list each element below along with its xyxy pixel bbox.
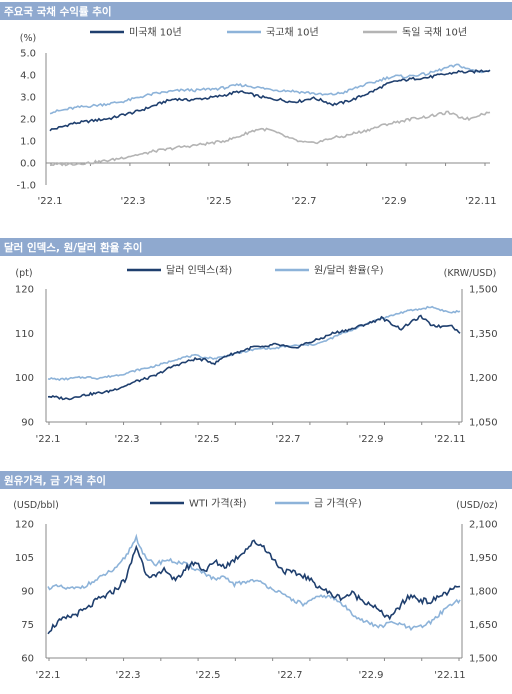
chart3-xtick: '22.3: [115, 670, 140, 681]
chart3-ytick-right: 2,100: [469, 520, 498, 531]
chart2-legend-0-label: 달러 인덱스(좌): [166, 265, 232, 277]
chart3-unit-left: (USD/bbl): [13, 500, 59, 511]
chart2-ytick-left: 120: [15, 285, 34, 296]
chart1-legend-1-label: 국고채 10년: [266, 27, 319, 39]
chart2-ytick-right: 1,050: [469, 418, 498, 429]
chart3-xtick: '22.1: [35, 670, 60, 681]
chart2-series-krw: [47, 305, 461, 382]
chart1-series-line: [49, 69, 491, 132]
chart1-xtick: '22.11: [465, 196, 496, 207]
chart3-legend-0-label: WTI 가격(좌): [189, 497, 247, 510]
chart1-ytick: 2.0: [20, 115, 36, 126]
chart3-series-gold: [47, 533, 461, 632]
chart3-series-wti: [47, 539, 461, 635]
chart1-unit: (%): [20, 33, 36, 44]
panel-header-commodities: 원유가격, 금 가격 추이: [0, 471, 512, 489]
chart2-title: 달러 인덱스, 원/달러 환율 추이: [4, 242, 143, 254]
chart2-ytick-right: 1,200: [469, 373, 498, 384]
chart1-xtick: '22.5: [206, 196, 231, 207]
chart3-title: 원유가격, 금 가격 추이: [4, 475, 106, 487]
chart3-ytick-left: 105: [15, 553, 34, 564]
chart2-xtick: '22.9: [358, 434, 383, 445]
chart1-legend-2-label: 독일 국채 10년: [402, 27, 467, 39]
chart1-xtick: '22.3: [120, 196, 145, 207]
chart3-ytick-right: 1,650: [469, 620, 498, 631]
chart2-xtick: '22.7: [275, 434, 300, 445]
chart2-xtick: '22.1: [35, 434, 60, 445]
chart3-ytick-right: 1,800: [469, 587, 498, 598]
chart2-ytick-left: 110: [15, 329, 34, 340]
panel-header-yields: 주요국 국채 수익률 추이: [0, 2, 512, 20]
chart1-ytick: 1.0: [20, 137, 36, 148]
chart2-ytick-left: 90: [21, 418, 34, 429]
chart1-xtick: '22.9: [381, 196, 406, 207]
chart2-xtick: '22.3: [114, 434, 139, 445]
chart3-xtick: '22.9: [358, 670, 383, 681]
chart2-ytick-right: 1,500: [469, 285, 498, 296]
chart1-ytick: 4.0: [20, 71, 36, 82]
chart2-legend-1-label: 원/달러 환율(우): [314, 265, 384, 277]
chart2-xtick: '22.5: [194, 434, 219, 445]
chart2-unit-left: (pt): [15, 268, 32, 279]
chart1-title: 주요국 국채 수익률 추이: [4, 6, 112, 18]
chart3-ytick-right: 1,950: [469, 553, 498, 564]
chart3-ytick-left: 75: [21, 620, 34, 631]
chart1-series-line: [49, 110, 491, 167]
chart1-xtick: '22.7: [291, 196, 316, 207]
chart3-ytick-left: 60: [21, 654, 34, 665]
chart3-unit-right: (USD/oz): [456, 500, 498, 511]
chart1-legend-0-label: 미국채 10년: [129, 27, 182, 39]
chart1-series-line: [49, 63, 491, 115]
chart1-ytick: -1.0: [16, 181, 36, 192]
chart3-xtick: '22.7: [277, 670, 302, 681]
chart2-unit-right: (KRW/USD): [444, 268, 497, 279]
chart1-ytick: 5.0: [20, 49, 36, 60]
chart3-ytick-right: 1,500: [469, 654, 498, 665]
chart3-ytick-left: 90: [21, 587, 34, 598]
chart1-ytick: 3.0: [20, 93, 36, 104]
chart2-ytick-right: 1,350: [469, 329, 498, 340]
chart2-xtick: '22.11: [434, 434, 465, 445]
chart2-series-dxy: [47, 314, 461, 401]
chart1-xtick: '22.1: [37, 196, 62, 207]
panel-header-dollar: 달러 인덱스, 원/달러 환율 추이: [0, 238, 512, 256]
chart3-ytick-left: 120: [15, 520, 34, 531]
chart3-legend-1-label: 금 가격(우): [314, 497, 362, 510]
chart1-ytick: 0.0: [20, 159, 36, 170]
chart2-ytick-left: 100: [15, 373, 34, 384]
chart3-xtick: '22.11: [434, 670, 465, 681]
chart3-xtick: '22.5: [195, 670, 220, 681]
